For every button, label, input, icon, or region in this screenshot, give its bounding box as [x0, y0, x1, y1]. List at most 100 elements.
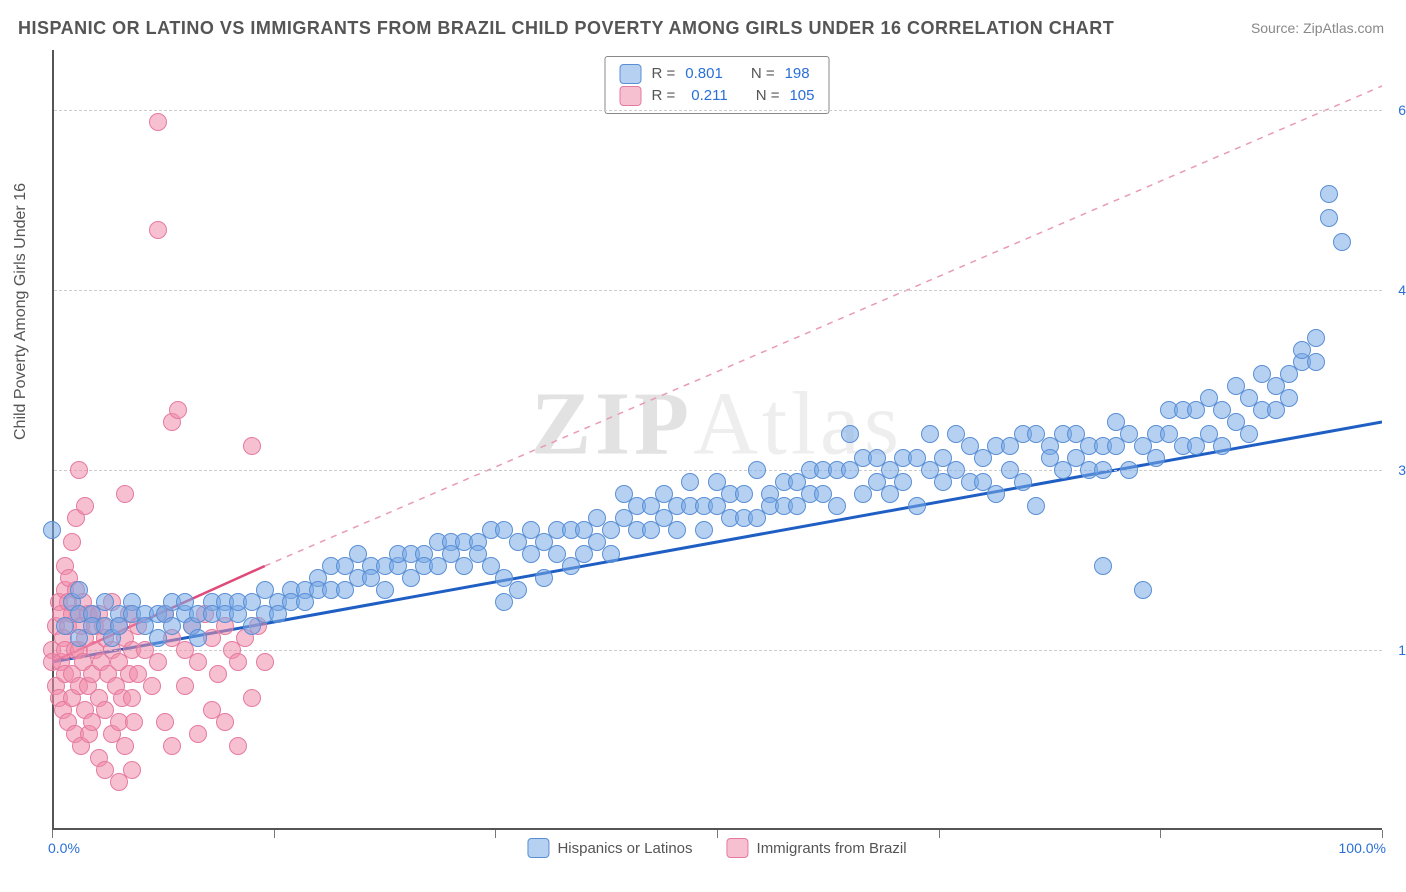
scatter-point-blue: [748, 461, 766, 479]
scatter-point-blue: [1240, 425, 1258, 443]
source-prefix: Source:: [1251, 20, 1303, 36]
y-tick-label: 15.0%: [1398, 642, 1406, 658]
x-tick: [1160, 830, 1161, 838]
y-tick-label: 30.0%: [1398, 462, 1406, 478]
scatter-point-blue: [70, 581, 88, 599]
scatter-point-blue: [1320, 185, 1338, 203]
stat-r-label: R =: [652, 63, 676, 85]
scatter-point-blue: [1280, 389, 1298, 407]
scatter-point-blue: [1094, 557, 1112, 575]
series-legend-item-pink: Immigrants from Brazil: [727, 838, 907, 858]
gridline: [54, 110, 1382, 111]
scatter-point-blue: [987, 485, 1005, 503]
scatter-point-pink: [189, 725, 207, 743]
scatter-point-blue: [1307, 329, 1325, 347]
scatter-point-pink: [149, 653, 167, 671]
stat-r-pink: 0.211: [685, 85, 727, 107]
scatter-point-blue: [1147, 449, 1165, 467]
series-name-pink: Immigrants from Brazil: [757, 840, 907, 857]
scatter-point-blue: [681, 473, 699, 491]
scatter-point-blue: [189, 629, 207, 647]
scatter-point-pink: [163, 737, 181, 755]
scatter-point-pink: [123, 761, 141, 779]
scatter-point-blue: [908, 497, 926, 515]
scatter-point-pink: [116, 485, 134, 503]
series-legend: Hispanics or Latinos Immigrants from Bra…: [527, 838, 906, 858]
scatter-point-blue: [43, 521, 61, 539]
scatter-point-pink: [256, 653, 274, 671]
x-axis-max-label: 100.0%: [1339, 840, 1386, 856]
scatter-point-pink: [63, 533, 81, 551]
swatch-pink: [620, 86, 642, 106]
x-tick: [52, 830, 53, 838]
scatter-point-blue: [509, 581, 527, 599]
scatter-point-blue: [1027, 497, 1045, 515]
scatter-point-blue: [1014, 473, 1032, 491]
source-text: ZipAtlas.com: [1303, 20, 1384, 36]
scatter-point-blue: [735, 485, 753, 503]
scatter-plot-area: ZIPAtlas R = 0.801 N = 198 R = 0.211 N =…: [52, 50, 1382, 830]
scatter-point-blue: [1213, 437, 1231, 455]
correlation-legend: R = 0.801 N = 198 R = 0.211 N = 105: [605, 56, 830, 114]
x-tick: [939, 830, 940, 838]
swatch-blue: [620, 64, 642, 84]
scatter-point-pink: [209, 665, 227, 683]
scatter-point-pink: [76, 497, 94, 515]
scatter-point-blue: [1120, 461, 1138, 479]
scatter-point-blue: [602, 545, 620, 563]
scatter-point-pink: [243, 437, 261, 455]
scatter-point-pink: [216, 713, 234, 731]
scatter-point-blue: [535, 569, 553, 587]
scatter-point-blue: [921, 425, 939, 443]
scatter-point-blue: [376, 581, 394, 599]
scatter-point-pink: [70, 461, 88, 479]
y-axis-label: Child Poverty Among Girls Under 16: [12, 183, 30, 440]
scatter-point-blue: [1307, 353, 1325, 371]
correlation-legend-row-pink: R = 0.211 N = 105: [620, 85, 815, 107]
x-tick: [274, 830, 275, 838]
stat-n-label: N =: [751, 63, 775, 85]
scatter-point-pink: [149, 221, 167, 239]
scatter-point-pink: [143, 677, 161, 695]
stat-r-blue: 0.801: [685, 63, 723, 85]
series-legend-item-blue: Hispanics or Latinos: [527, 838, 692, 858]
scatter-point-blue: [828, 497, 846, 515]
scatter-point-pink: [149, 113, 167, 131]
scatter-point-pink: [189, 653, 207, 671]
scatter-point-pink: [229, 653, 247, 671]
x-tick: [717, 830, 718, 838]
watermark-zip: ZIP: [531, 375, 693, 474]
y-tick-label: 60.0%: [1398, 102, 1406, 118]
scatter-point-blue: [1134, 581, 1152, 599]
scatter-point-blue: [695, 521, 713, 539]
scatter-point-pink: [123, 689, 141, 707]
gridline: [54, 650, 1382, 651]
stat-n-pink: 105: [789, 85, 814, 107]
scatter-point-blue: [1333, 233, 1351, 251]
series-name-blue: Hispanics or Latinos: [557, 840, 692, 857]
scatter-point-pink: [156, 713, 174, 731]
scatter-point-pink: [176, 677, 194, 695]
scatter-point-blue: [841, 425, 859, 443]
correlation-legend-row-blue: R = 0.801 N = 198: [620, 63, 815, 85]
scatter-point-pink: [243, 689, 261, 707]
scatter-point-pink: [116, 737, 134, 755]
stat-n-blue: 198: [785, 63, 810, 85]
y-tick-label: 45.0%: [1398, 282, 1406, 298]
gridline: [54, 470, 1382, 471]
swatch-pink: [727, 838, 749, 858]
scatter-point-pink: [169, 401, 187, 419]
x-tick: [1382, 830, 1383, 838]
chart-title: HISPANIC OR LATINO VS IMMIGRANTS FROM BR…: [18, 18, 1114, 39]
scatter-point-blue: [894, 473, 912, 491]
scatter-point-blue: [1094, 461, 1112, 479]
x-tick: [495, 830, 496, 838]
scatter-point-pink: [229, 737, 247, 755]
stat-r-label: R =: [652, 85, 676, 107]
scatter-point-blue: [1320, 209, 1338, 227]
swatch-blue: [527, 838, 549, 858]
scatter-point-blue: [668, 521, 686, 539]
gridline: [54, 290, 1382, 291]
x-axis-min-label: 0.0%: [48, 840, 80, 856]
stat-n-label: N =: [756, 85, 780, 107]
